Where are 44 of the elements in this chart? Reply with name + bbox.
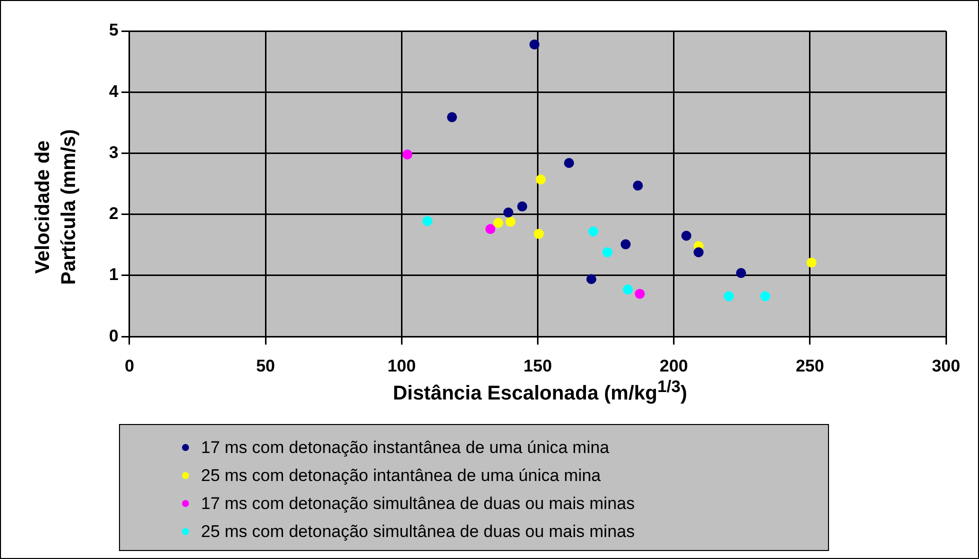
point bbox=[760, 291, 770, 302]
point bbox=[517, 201, 528, 212]
point bbox=[493, 218, 504, 228]
y-tick-label: 3 bbox=[108, 142, 118, 162]
y-tick-label: 0 bbox=[108, 326, 118, 346]
y-tick-label: 4 bbox=[108, 82, 119, 101]
point bbox=[681, 230, 692, 241]
point bbox=[422, 216, 432, 226]
point bbox=[536, 174, 546, 185]
point bbox=[586, 274, 596, 284]
point bbox=[620, 239, 631, 250]
point bbox=[485, 224, 496, 234]
x-tick-label: 250 bbox=[796, 356, 824, 376]
point bbox=[503, 208, 514, 218]
y-axis-title: Velocidade de Partícula (mm/s) bbox=[31, 128, 81, 287]
y-tick-label: 1 bbox=[108, 265, 118, 284]
x-tick-label: 200 bbox=[660, 356, 688, 376]
point bbox=[402, 149, 412, 160]
point bbox=[529, 39, 540, 50]
point bbox=[694, 247, 704, 258]
legend-label: 25 ms com detonação simultânea de duas ou mais minas bbox=[201, 522, 635, 542]
y-tick-label: 2 bbox=[108, 204, 118, 224]
x-axis-title: Distância Escalonada (m/kg$^{1/3}$) bbox=[392, 377, 688, 406]
point bbox=[446, 112, 457, 122]
point bbox=[506, 216, 516, 227]
point bbox=[634, 288, 645, 299]
y-tick-label: 5 bbox=[108, 20, 118, 40]
x-tick-label: 150 bbox=[524, 356, 552, 376]
point bbox=[564, 158, 574, 168]
point bbox=[806, 258, 817, 268]
point bbox=[724, 291, 734, 302]
point bbox=[602, 247, 612, 258]
point bbox=[622, 284, 633, 295]
x-tick-label: 50 bbox=[256, 356, 276, 376]
point bbox=[736, 268, 746, 278]
x-tick-label: 0 bbox=[124, 356, 134, 376]
point bbox=[588, 226, 598, 236]
point bbox=[632, 180, 643, 191]
legend-label: 17 ms com detonação instantânea de uma única mina bbox=[201, 438, 610, 458]
x-tick-label: 300 bbox=[932, 356, 960, 376]
point bbox=[534, 228, 544, 239]
x-tick-label: 100 bbox=[387, 356, 416, 376]
legend-label: 25 ms com detonação intantânea de uma única mina bbox=[201, 466, 601, 486]
legend-label: 17 ms com detonação simultânea de duas ou mais minas bbox=[201, 494, 635, 514]
